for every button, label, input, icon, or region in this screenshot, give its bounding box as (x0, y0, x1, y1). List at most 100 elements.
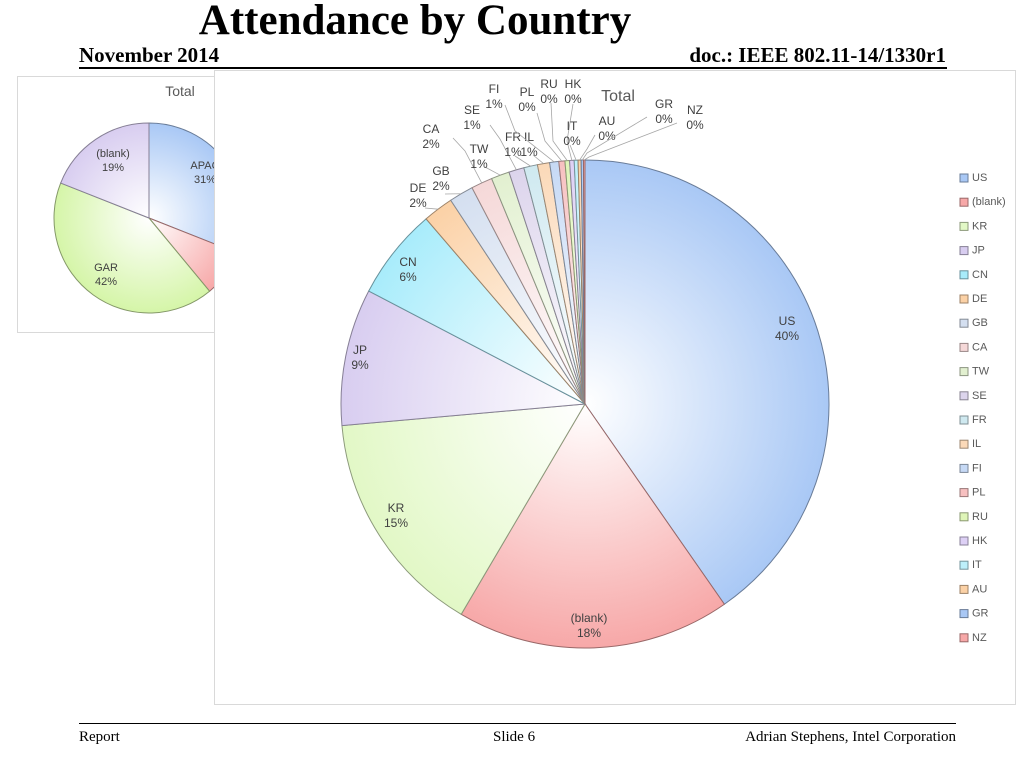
country-data-label-cn: CN 6% (399, 255, 417, 284)
svg-text:GR0%: GR 0% (655, 97, 673, 126)
country-legend-us: US (959, 172, 987, 184)
country-legend-se: SE (959, 390, 987, 402)
country-data-label-us: US 40% (775, 314, 799, 343)
svg-text:GB: GB (972, 317, 988, 329)
country-data-label-ca: CA 2% (422, 122, 483, 184)
country-pie-chart: Total US 40% (blank) 18% KR 15% JP 9% CN 6% DE 2% GB 2… (340, 77, 1006, 649)
svg-text:TW1%: TW 1% (470, 142, 489, 171)
region-data-label-apac: APAC 31% (190, 160, 219, 186)
country-legend-ca: CA (959, 341, 988, 353)
svg-text:IT: IT (972, 559, 982, 571)
header-doc-id: doc.: IEEE 802.11-14/1330r1 (689, 43, 946, 67)
country-slice-blank[interactable] (460, 403, 726, 649)
svg-text:PL: PL (972, 487, 985, 499)
svg-text:CN: CN (972, 269, 988, 281)
country-legend-fi: FI (959, 462, 982, 474)
country-data-label-au: AU 0% (579, 114, 616, 161)
footer-report: Report (79, 729, 120, 745)
svg-text:IT0%: IT 0% (563, 119, 581, 148)
svg-text:(blank): (blank) (972, 196, 1006, 208)
svg-text:AU0%: AU 0% (598, 114, 616, 143)
header-rule (79, 67, 947, 69)
country-slice-jp[interactable] (340, 290, 587, 427)
country-pie-chart-frame[interactable]: Total US 40% (blank) 18% KR 15% JP 9% CN 6% DE 2% GB 2… (214, 70, 1016, 705)
region-data-label-blank: (blank) 19% (96, 148, 130, 174)
slide-title: Attendance by Country (198, 0, 632, 44)
region-pie-chart: TotalAPAC31%EMEA8%GAR42%(blank)19%APACEM… (53, 83, 302, 314)
country-data-label-kr: KR 15% (384, 501, 408, 530)
country-data-label-gr: GR 0% (581, 97, 673, 161)
country-legend-it: IT (959, 559, 982, 571)
svg-text:US: US (972, 172, 987, 184)
svg-text:HK0%: HK 0% (564, 77, 582, 106)
country-legend-gb: GB (959, 317, 988, 329)
country-data-label-de: DE 2% (409, 181, 439, 210)
country-title: Total (601, 88, 635, 105)
svg-text:GR: GR (972, 608, 989, 620)
country-legend-hk: HK (959, 535, 988, 547)
country-legend-fr: FR (959, 414, 987, 426)
country-legend-au: AU (959, 583, 987, 595)
country-legend-de: DE (959, 293, 987, 305)
footer-rule (79, 723, 956, 724)
country-legend-blank: (blank) (959, 196, 1006, 208)
country-data-label-ru: RU 0% (540, 77, 568, 161)
country-legend-tw: TW (959, 366, 990, 378)
svg-text:CA: CA (972, 341, 988, 353)
svg-text:FR: FR (972, 414, 987, 426)
country-data-label-jp: JP 9% (351, 343, 369, 372)
country-legend-gr: GR (959, 608, 989, 620)
svg-text:IL: IL (972, 438, 981, 450)
svg-text:FI: FI (972, 462, 982, 474)
country-data-label-gb: GB 2% (432, 164, 462, 195)
region-slice-gar[interactable] (53, 182, 211, 314)
country-data-label-fr: FR 1% (504, 130, 531, 167)
country-legend-cn: CN (959, 269, 988, 281)
svg-text:IL1%: IL 1% (520, 130, 538, 159)
svg-text:TW: TW (972, 366, 990, 378)
country-data-label-fi: FI 1% (485, 82, 555, 163)
svg-text:DE: DE (972, 293, 987, 305)
svg-text:SE: SE (972, 390, 987, 402)
svg-text:GB2%: GB 2% (432, 164, 450, 193)
footer-slide-number: Slide 6 (493, 729, 536, 745)
svg-text:RU0%: RU 0% (540, 77, 558, 106)
country-legend-kr: KR (959, 220, 987, 232)
country-slice-kr[interactable] (341, 403, 586, 615)
country-legend-jp: JP (959, 245, 985, 257)
country-data-label-il: IL 1% (520, 130, 544, 164)
svg-text:CA2%: CA 2% (422, 122, 440, 151)
svg-text:JP9%: JP 9% (351, 343, 369, 372)
country-data-label-nz: NZ 0% (584, 103, 704, 161)
svg-text:AU: AU (972, 583, 987, 595)
country-data-label-pl: PL 0% (518, 85, 563, 162)
svg-text:DE2%: DE 2% (409, 181, 427, 210)
country-legend-ru: RU (959, 511, 988, 523)
svg-text:PL0%: PL 0% (518, 85, 536, 114)
region-data-label-gar: GAR 42% (94, 262, 118, 288)
country-data-label-hk: HK 0% (564, 77, 582, 161)
country-legend-il: IL (959, 438, 981, 450)
svg-text:FI1%: FI 1% (485, 82, 503, 111)
svg-text:RU: RU (972, 511, 988, 523)
footer-author: Adrian Stephens, Intel Corporation (745, 729, 956, 745)
svg-text:KR: KR (972, 220, 987, 232)
country-data-label-blank: (blank) 18% (571, 611, 608, 640)
country-slice-us[interactable] (584, 159, 830, 605)
country-data-label-tw: TW 1% (470, 142, 501, 176)
country-legend-pl: PL (959, 487, 985, 499)
svg-text:NZ0%: NZ 0% (686, 103, 704, 132)
region-title: Total (165, 83, 195, 99)
svg-text:SE1%: SE 1% (463, 103, 481, 132)
country-data-label-se: SE 1% (463, 103, 517, 171)
svg-text:CN6%: CN 6% (399, 255, 417, 284)
country-data-label-it: IT 0% (563, 119, 581, 161)
country-legend-nz: NZ (959, 632, 987, 644)
svg-text:(blank)19%: (blank) 19% (96, 148, 130, 174)
region-slice-blank[interactable] (60, 122, 150, 219)
svg-text:FR1%: FR 1% (504, 130, 522, 159)
